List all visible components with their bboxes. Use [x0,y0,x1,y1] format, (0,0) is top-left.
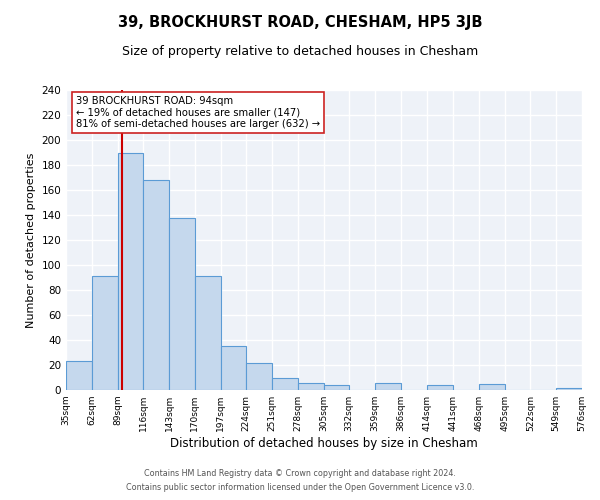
Text: 39 BROCKHURST ROAD: 94sqm
← 19% of detached houses are smaller (147)
81% of semi: 39 BROCKHURST ROAD: 94sqm ← 19% of detac… [76,96,320,129]
Bar [272,378,298,390]
Text: Contains HM Land Registry data © Crown copyright and database right 2024.: Contains HM Land Registry data © Crown c… [144,468,456,477]
Bar [195,276,221,390]
Bar [375,382,401,390]
Bar [556,388,582,390]
Text: 39, BROCKHURST ROAD, CHESHAM, HP5 3JB: 39, BROCKHURST ROAD, CHESHAM, HP5 3JB [118,15,482,30]
Bar [246,362,272,390]
Bar [66,361,92,390]
Y-axis label: Number of detached properties: Number of detached properties [26,152,36,328]
Bar [118,152,143,390]
Bar [221,346,246,390]
Bar [169,218,195,390]
Bar [143,180,169,390]
Bar [427,385,453,390]
Bar [479,384,505,390]
Bar [298,382,323,390]
Text: Contains public sector information licensed under the Open Government Licence v3: Contains public sector information licen… [126,484,474,492]
Bar [92,276,118,390]
Bar [323,385,349,390]
X-axis label: Distribution of detached houses by size in Chesham: Distribution of detached houses by size … [170,437,478,450]
Text: Size of property relative to detached houses in Chesham: Size of property relative to detached ho… [122,45,478,58]
